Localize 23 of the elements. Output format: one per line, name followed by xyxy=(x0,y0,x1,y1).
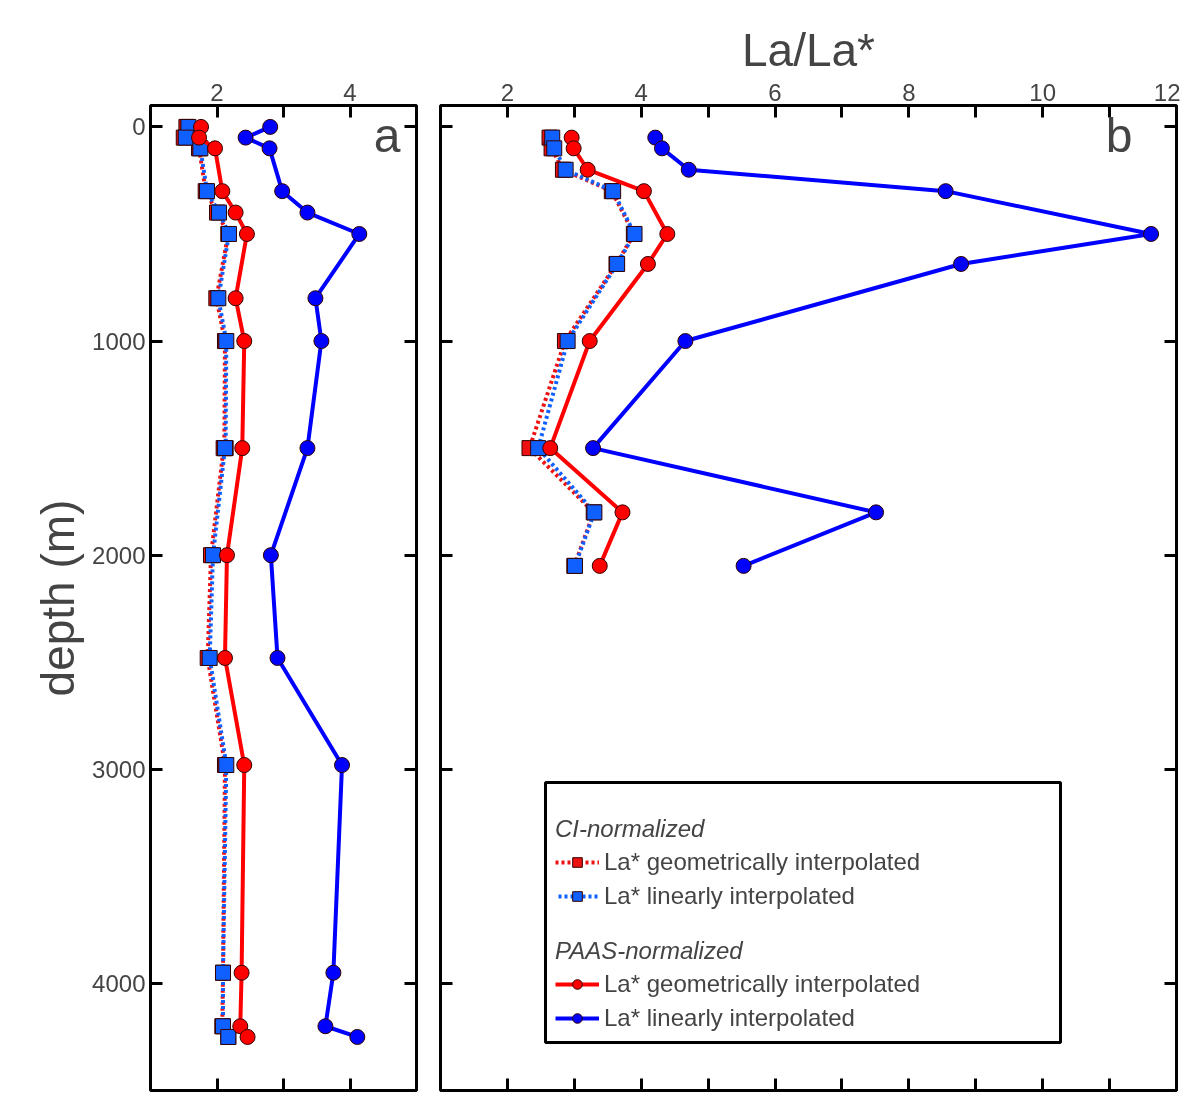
x-tick-label: 10 xyxy=(1029,78,1057,106)
x-tick-label: 2 xyxy=(210,78,224,106)
x-tick-label: 4 xyxy=(343,78,357,106)
annotation: a xyxy=(373,109,401,163)
y-tick-label: 0 xyxy=(132,113,146,141)
annotation: b xyxy=(1105,109,1133,163)
legend-label: La* linearly interpolated xyxy=(604,1004,855,1032)
x-tick-label: 6 xyxy=(768,78,782,106)
x-tick-label: 2 xyxy=(500,78,515,106)
y-axis-title: depth (m) xyxy=(32,499,85,697)
legend-label: La* geometrically interpolated xyxy=(604,970,921,998)
legend-label: La* linearly interpolated xyxy=(604,882,855,910)
annotation: CI-normalized xyxy=(555,815,706,843)
y-tick-label: 4000 xyxy=(92,969,146,997)
y-tick-label: 2000 xyxy=(92,541,146,569)
annotation: PAAS-normalized xyxy=(555,937,744,965)
y-tick-label: 1000 xyxy=(92,327,146,355)
x-tick-label: 4 xyxy=(634,78,648,106)
x-tick-label: 12 xyxy=(1153,78,1181,106)
y-tick-label: 3000 xyxy=(92,755,146,783)
x-tick-label: 8 xyxy=(902,78,916,106)
x-axis-title: La/La* xyxy=(741,23,876,76)
legend-label: La* geometrically interpolated xyxy=(604,848,921,876)
